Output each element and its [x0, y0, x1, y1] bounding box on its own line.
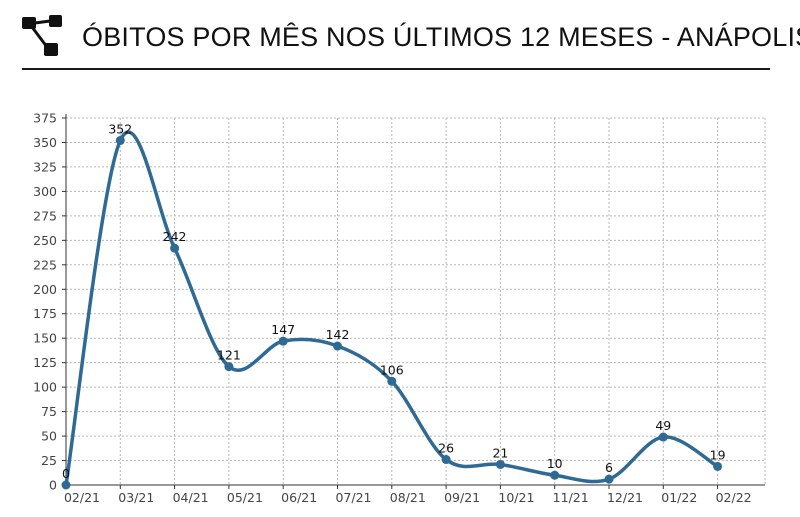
data-label: 106	[380, 362, 404, 377]
chart-header: ÓBITOS POR MÊS NOS ÚLTIMOS 12 MESES - AN…	[22, 14, 800, 70]
y-tick-label: 0	[49, 478, 57, 493]
data-label: 10	[547, 456, 563, 471]
data-point	[658, 432, 668, 442]
x-tick-label: 01/22	[661, 490, 697, 505]
y-tick-label: 25	[41, 453, 57, 468]
y-tick-label: 175	[33, 306, 57, 321]
y-tick-label: 50	[41, 429, 57, 444]
x-tick-label: 07/21	[335, 490, 371, 505]
y-tick-label: 325	[33, 159, 57, 174]
chart-grid	[66, 117, 766, 485]
data-point	[495, 459, 505, 469]
y-tick-label: 200	[33, 282, 57, 297]
y-tick-label: 300	[33, 184, 57, 199]
page-title: ÓBITOS POR MÊS NOS ÚLTIMOS 12 MESES - AN…	[82, 22, 800, 52]
x-tick-label: 03/21	[118, 490, 154, 505]
x-tick-label: 08/21	[390, 490, 426, 505]
data-point	[604, 474, 614, 484]
x-axis-ticks: 02/21 03/21 04/21 05/21 06/21 07/21 08/21 09/21…	[64, 485, 752, 505]
series-points	[61, 136, 723, 490]
data-label: 21	[492, 445, 508, 460]
data-point	[224, 362, 234, 372]
x-tick-label: 12/21	[607, 490, 643, 505]
x-tick-label: 04/21	[173, 490, 209, 505]
y-tick-label: 125	[33, 355, 57, 370]
data-label: 352	[108, 122, 132, 137]
data-label: 6	[605, 460, 613, 475]
y-tick-label: 350	[33, 135, 57, 150]
y-tick-label: 250	[33, 233, 57, 248]
x-tick-label: 05/21	[227, 490, 263, 505]
x-tick-label: 06/21	[281, 490, 317, 505]
data-point	[441, 455, 451, 465]
data-label: 242	[163, 229, 187, 244]
data-label: 147	[271, 322, 295, 337]
data-label: 49	[655, 418, 671, 433]
line-chart: 0255075100125150175200225250275300325350…	[33, 111, 766, 505]
x-tick-label: 10/21	[498, 490, 534, 505]
data-point	[61, 480, 71, 490]
data-label: 0	[62, 466, 70, 481]
y-tick-label: 150	[33, 331, 57, 346]
data-point	[387, 376, 397, 386]
y-axis-ticks: 0 25 50 75 100 125 150 175 200 225 250 275 300 325 350…	[33, 111, 66, 493]
x-tick-label: 11/21	[553, 490, 589, 505]
data-point	[333, 341, 342, 351]
y-tick-label: 100	[33, 380, 57, 395]
data-point	[115, 136, 125, 146]
series-line	[64, 130, 720, 487]
data-point	[550, 470, 560, 480]
data-point	[278, 336, 288, 346]
y-tick-label: 275	[33, 208, 57, 223]
data-label: 26	[438, 441, 454, 456]
data-point	[713, 461, 723, 471]
data-label: 19	[710, 447, 726, 462]
data-label: 142	[326, 327, 350, 342]
y-tick-label: 75	[41, 404, 57, 419]
data-label: 121	[217, 348, 241, 363]
data-point	[170, 243, 180, 253]
sitemap-icon	[22, 15, 62, 56]
x-tick-label: 02/21	[64, 490, 100, 505]
x-tick-label: 02/22	[716, 490, 752, 505]
chart-axes	[65, 114, 765, 486]
y-tick-label: 375	[33, 111, 57, 126]
x-tick-label: 09/21	[444, 490, 480, 505]
y-tick-label: 225	[33, 257, 57, 272]
